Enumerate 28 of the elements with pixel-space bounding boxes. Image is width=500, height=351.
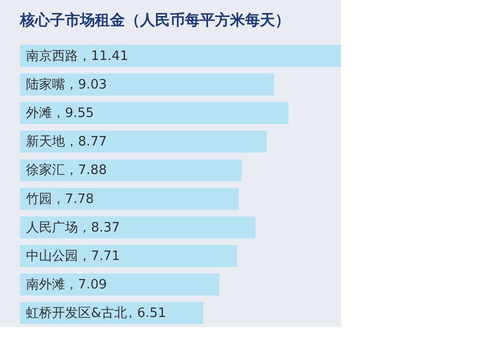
bar xyxy=(20,216,256,238)
bar xyxy=(20,130,267,153)
chart-title: 核心子市场租金（人民币每平方米每天） xyxy=(19,11,290,29)
bar xyxy=(20,102,289,124)
data-label: ，7.78 xyxy=(52,192,94,207)
data-label: ，7.09 xyxy=(65,278,107,293)
y-tick-label: 外滩 xyxy=(26,106,52,122)
bar xyxy=(20,274,220,296)
bar xyxy=(20,44,341,67)
y-tick-label: 中山公园 xyxy=(26,248,78,264)
y-tick-label: 南外滩 xyxy=(26,278,65,293)
y-tick-label: 人民广场 xyxy=(26,220,78,236)
y-tick-label: 新天地 xyxy=(26,134,65,150)
bar xyxy=(20,73,274,96)
data-label: ，7.71 xyxy=(78,248,120,264)
data-label: ，9.55 xyxy=(52,106,94,122)
bar xyxy=(20,244,237,267)
bar xyxy=(20,188,239,210)
data-label: ，9.03 xyxy=(65,77,107,92)
data-label: ，8.37 xyxy=(78,220,120,236)
data-label: ，11.41 xyxy=(78,48,128,64)
y-tick-label: 陆家嘴 xyxy=(26,76,65,92)
data-label: ，8.77 xyxy=(65,134,107,150)
data-label: ，7.88 xyxy=(65,163,107,178)
y-tick-label: 徐家汇 xyxy=(26,162,65,178)
y-tick-label: 竹园 xyxy=(26,192,52,207)
bar xyxy=(20,159,242,182)
y-tick-label: 南京西路 xyxy=(26,48,78,64)
